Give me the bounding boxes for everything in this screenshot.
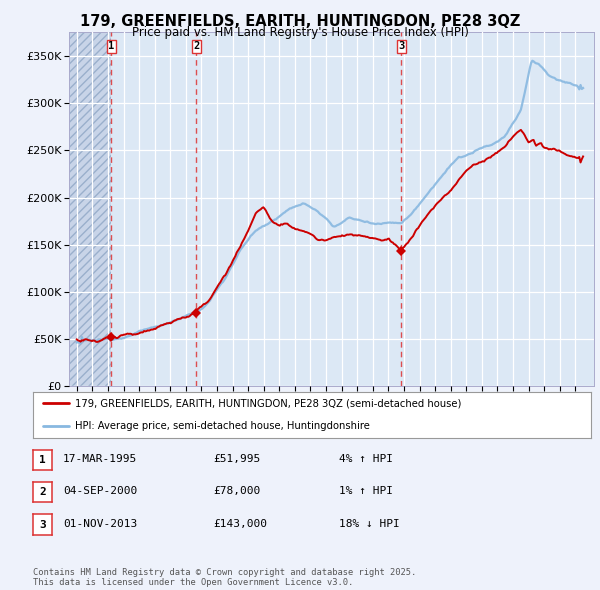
Text: 179, GREENFIELDS, EARITH, HUNTINGDON, PE28 3QZ: 179, GREENFIELDS, EARITH, HUNTINGDON, PE… (80, 14, 520, 28)
Text: 3: 3 (39, 520, 46, 529)
Text: 4% ↑ HPI: 4% ↑ HPI (339, 454, 393, 464)
Text: £78,000: £78,000 (213, 487, 260, 496)
Text: Contains HM Land Registry data © Crown copyright and database right 2025.
This d: Contains HM Land Registry data © Crown c… (33, 568, 416, 587)
Bar (69, 32, 111, 386)
Text: Price paid vs. HM Land Registry's House Price Index (HPI): Price paid vs. HM Land Registry's House … (131, 26, 469, 39)
Text: 18% ↓ HPI: 18% ↓ HPI (339, 519, 400, 529)
Bar (69, 32, 111, 386)
Text: £143,000: £143,000 (213, 519, 267, 529)
Text: 1: 1 (39, 455, 46, 464)
Text: 3: 3 (398, 41, 404, 51)
Text: £51,995: £51,995 (213, 454, 260, 464)
Text: 01-NOV-2013: 01-NOV-2013 (63, 519, 137, 529)
Text: 1% ↑ HPI: 1% ↑ HPI (339, 487, 393, 496)
Text: 1: 1 (108, 41, 115, 51)
Text: 179, GREENFIELDS, EARITH, HUNTINGDON, PE28 3QZ (semi-detached house): 179, GREENFIELDS, EARITH, HUNTINGDON, PE… (75, 398, 461, 408)
Text: 04-SEP-2000: 04-SEP-2000 (63, 487, 137, 496)
Text: 2: 2 (39, 487, 46, 497)
Text: 17-MAR-1995: 17-MAR-1995 (63, 454, 137, 464)
Text: 2: 2 (193, 41, 199, 51)
Text: HPI: Average price, semi-detached house, Huntingdonshire: HPI: Average price, semi-detached house,… (75, 421, 370, 431)
